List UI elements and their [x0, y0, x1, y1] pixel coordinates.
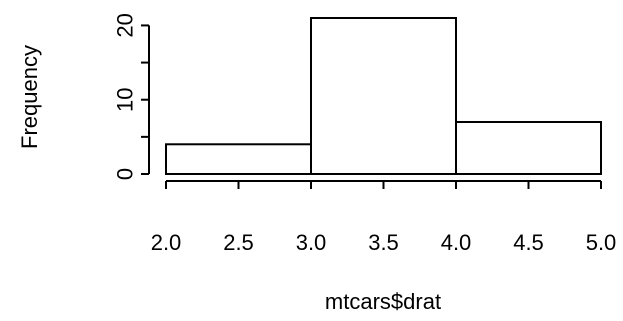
histogram-bar-2: [455, 121, 602, 175]
y-axis: 0 10 20: [113, 13, 150, 180]
x-tick-label-4: 4.0: [441, 230, 472, 255]
y-tick-label-0: 0: [113, 168, 138, 180]
x-axis: 2.0 2.5 3.0 3.5 4.0 4.5 5.0: [151, 180, 617, 255]
y-tick-label-1: 10: [113, 87, 138, 111]
y-axis-title: Frequency: [17, 45, 42, 149]
x-axis-title: mtcars$drat: [325, 289, 441, 314]
x-tick-label-5: 4.5: [513, 230, 544, 255]
y-tick-label-2: 20: [113, 13, 138, 37]
x-tick-label-2: 3.0: [296, 230, 327, 255]
bars-layer: [165, 17, 602, 176]
histogram-bar-0: [165, 143, 312, 176]
x-tick-label-6: 5.0: [586, 230, 617, 255]
histogram-bar-1: [310, 17, 457, 175]
x-tick-label-3: 3.5: [368, 230, 399, 255]
x-tick-label-1: 2.5: [223, 230, 254, 255]
x-tick-label-0: 2.0: [151, 230, 182, 255]
